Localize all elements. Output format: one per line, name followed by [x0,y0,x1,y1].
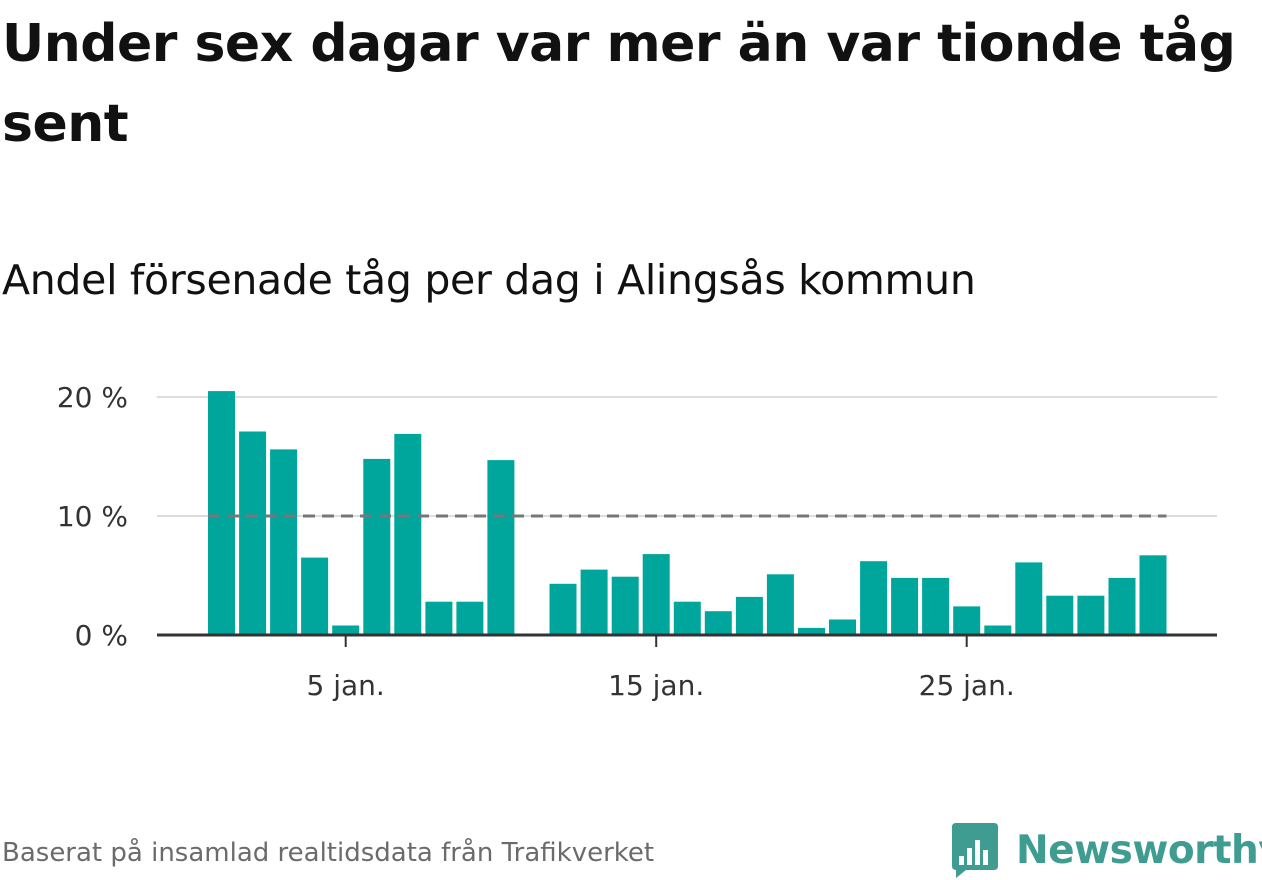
bar [1139,555,1167,635]
source-note: Baserat på insamlad realtidsdata från Tr… [2,838,655,868]
x-tick-label: 5 jan. [307,669,385,702]
bar [611,576,639,635]
bar [487,460,515,635]
bar [984,625,1012,635]
bar [1108,577,1136,635]
chart-title: Under sex dagar var mer än var tionde tå… [2,14,1236,154]
bar [332,625,360,635]
bar [239,431,267,635]
brand: Newsworthy [950,820,1262,880]
x-tick-label: 15 jan. [608,669,704,702]
x-tick-label: 25 jan. [919,669,1015,702]
bar [922,577,950,635]
bar-chart-speech-bubble-icon [952,823,998,878]
bar [363,458,391,635]
bar [735,596,763,635]
bar [301,557,329,635]
bar [953,606,981,635]
bar [860,561,888,635]
bar [549,583,577,635]
bar [208,391,235,635]
bar [1077,595,1105,635]
bar [891,577,919,635]
bar [270,449,298,635]
bar [1046,595,1074,635]
bar-chart: 0 % 10 % 20 % 5 jan. 15 jan. 25 jan. [57,381,1217,702]
bar [829,619,856,635]
chart-subtitle: Andel försenade tåg per dag i Alingsås k… [2,256,976,304]
bar [1015,562,1043,635]
brand-name: Newsworthy [1016,827,1262,873]
bar [766,574,794,635]
y-tick-label: 20 % [57,381,128,414]
bar [456,601,484,635]
bar [798,627,825,635]
bar [704,611,732,635]
y-tick-label: 10 % [57,500,128,533]
bar [673,601,701,635]
bar [394,433,422,635]
y-tick-label: 0 % [75,619,128,652]
bar [642,554,670,635]
bar [580,569,608,635]
bar [425,601,453,635]
